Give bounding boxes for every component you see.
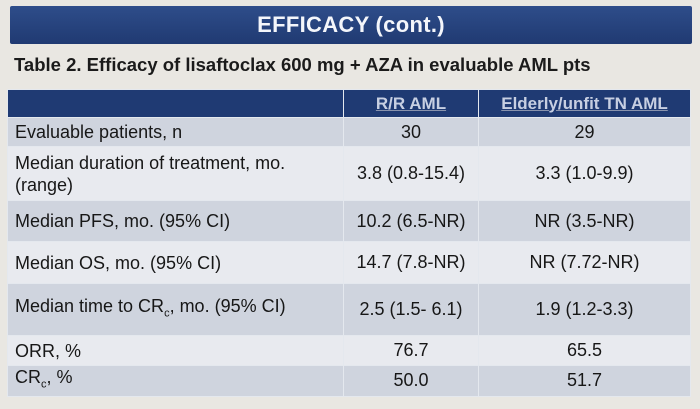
tn-aml-value: 29 [478, 117, 691, 147]
table-row: Median OS, mo. (95% CI) 14.7 (7.8-NR) NR… [7, 241, 691, 284]
efficacy-table: R/R AML Elderly/unfit TN AML Evaluable p… [7, 89, 691, 397]
header-cell-empty [7, 89, 344, 118]
tn-aml-value: 3.3 (1.0-9.9) [478, 146, 691, 201]
row-label: Evaluable patients, n [7, 117, 344, 147]
tn-aml-value: NR (7.72-NR) [478, 241, 691, 284]
row-label-text: CR [15, 367, 41, 387]
tn-aml-value: 51.7 [478, 365, 691, 397]
row-label: ORR, % [7, 335, 344, 366]
rr-aml-value: 14.7 (7.8-NR) [343, 241, 479, 284]
table-row: ORR, % 76.7 65.5 [7, 335, 691, 366]
rr-aml-value: 76.7 [343, 335, 479, 366]
tn-aml-value: 1.9 (1.2-3.3) [478, 283, 691, 336]
row-label: Median time to CRc, mo. (95% CI) [7, 283, 344, 336]
table-row: Median time to CRc, mo. (95% CI) 2.5 (1.… [7, 283, 691, 336]
table-caption: Table 2. Efficacy of lisaftoclax 600 mg … [14, 54, 591, 75]
header-cell-rr-aml: R/R AML [343, 89, 479, 118]
table-header-row: R/R AML Elderly/unfit TN AML [7, 89, 691, 118]
tn-aml-value: 65.5 [478, 335, 691, 366]
row-label-subscript: c [41, 378, 47, 391]
rr-aml-value: 50.0 [343, 365, 479, 397]
row-label-subscript: c [164, 307, 170, 320]
row-label-text: Median time to CR [15, 295, 165, 316]
row-label: Median OS, mo. (95% CI) [7, 241, 344, 284]
banner-title: EFFICACY (cont.) [257, 12, 445, 37]
section-banner: EFFICACY (cont.) [10, 6, 692, 44]
header-cell-tn-aml: Elderly/unfit TN AML [478, 89, 691, 118]
row-label-suffix: , mo. (95% CI) [169, 295, 286, 316]
table-row: Median PFS, mo. (95% CI) 10.2 (6.5-NR) N… [7, 200, 691, 242]
rr-aml-value: 3.8 (0.8-15.4) [343, 146, 479, 201]
table-row: Median duration of treatment, mo. (range… [7, 146, 691, 201]
row-label: Median duration of treatment, mo. (range… [7, 146, 344, 201]
tn-aml-value: NR (3.5-NR) [478, 200, 691, 242]
row-label: Median PFS, mo. (95% CI) [7, 200, 344, 242]
row-label: CRc, % [7, 365, 344, 397]
rr-aml-value: 10.2 (6.5-NR) [343, 200, 479, 242]
rr-aml-value: 2.5 (1.5- 6.1) [343, 283, 479, 336]
table-row: Evaluable patients, n 30 29 [7, 117, 691, 147]
table-row: CRc, % 50.0 51.7 [7, 365, 691, 397]
row-label-suffix: , % [46, 367, 73, 387]
rr-aml-value: 30 [343, 117, 479, 147]
